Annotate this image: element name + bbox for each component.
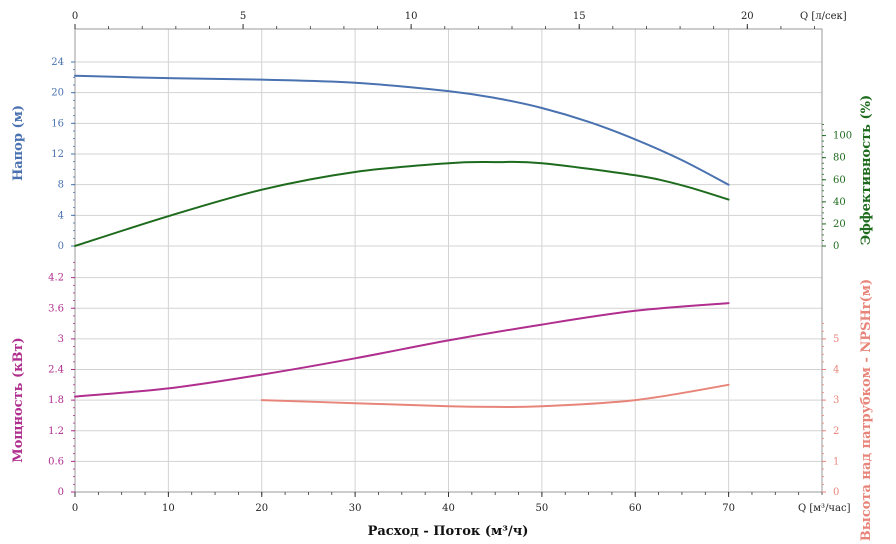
x-bottom-tick-label: 60 [629, 503, 642, 514]
power-curve [74, 302, 730, 398]
head-axis-tick-label: 20 [51, 88, 64, 99]
head-curve [74, 74, 730, 186]
power-axis-tick-label: 1.8 [48, 395, 64, 406]
efficiency-axis-tick-label: 60 [833, 175, 846, 186]
efficiency-axis-tick-label: 20 [833, 219, 846, 230]
efficiency-axis-tick-label: 100 [833, 131, 852, 142]
npshr-axis-tick-label: 1 [833, 456, 839, 467]
npshr-axis-tick-label: 5 [833, 334, 839, 345]
head-axis-tick-label: 0 [58, 241, 64, 252]
x-top-tick-label: 20 [741, 11, 754, 22]
power-axis-tick-label: 2.4 [48, 365, 64, 376]
head-axis-tick-label: 4 [58, 210, 64, 221]
head-axis-tick-label: 24 [51, 57, 64, 68]
npshr-axis-tick-label: 0 [833, 487, 839, 498]
x-bottom-tick-label: 70 [722, 503, 735, 514]
efficiency-axis-tick-label: 0 [833, 241, 839, 252]
x-top-unit-label: Q [л/сек] [800, 11, 847, 22]
npshr-curve [260, 383, 730, 409]
x-bottom-tick-label: 50 [536, 503, 549, 514]
efficiency-axis-title: Эффективность (%) [859, 95, 874, 245]
head-axis-tick-label: 16 [51, 118, 64, 129]
npshr-axis-tick-label: 2 [833, 426, 839, 437]
head-axis-tick-label: 8 [58, 180, 64, 191]
efficiency-axis-tick-label: 80 [833, 153, 846, 164]
power-axis-tick-label: 0 [58, 487, 64, 498]
x-bottom-unit-label: Q [м³/час] [798, 503, 851, 514]
x-top-tick-label: 0 [72, 11, 78, 22]
power-axis-title: Мощность (кВт) [11, 337, 26, 462]
power-axis-tick-label: 1.2 [48, 426, 64, 437]
x-bottom-tick-label: 0 [72, 503, 78, 514]
x-axis-title: Расход - Поток (м³/ч) [368, 524, 529, 539]
x-top-tick-label: 10 [405, 11, 418, 22]
x-bottom-tick-label: 20 [255, 503, 268, 514]
npshr-axis-title: Высота над патрубком - NPSHr(м) [859, 279, 874, 541]
npshr-axis-tick-label: 3 [833, 395, 839, 406]
head-axis-title: Напор (м) [11, 105, 26, 181]
npshr-axis-tick-label: 4 [833, 365, 839, 376]
x-top-tick-label: 15 [573, 11, 586, 22]
power-axis-tick-label: 3 [58, 334, 64, 345]
head-axis-tick-label: 12 [51, 149, 64, 160]
efficiency-curve [74, 160, 730, 247]
power-axis-tick-label: 0.6 [48, 456, 64, 467]
power-axis-tick-label: 3.6 [48, 303, 64, 314]
x-bottom-tick-label: 40 [442, 503, 455, 514]
efficiency-axis-tick-label: 40 [833, 197, 846, 208]
x-bottom-tick-label: 10 [162, 503, 175, 514]
x-top-tick-label: 5 [240, 11, 246, 22]
power-axis-tick-label: 4.2 [48, 273, 64, 284]
x-bottom-tick-label: 30 [349, 503, 362, 514]
